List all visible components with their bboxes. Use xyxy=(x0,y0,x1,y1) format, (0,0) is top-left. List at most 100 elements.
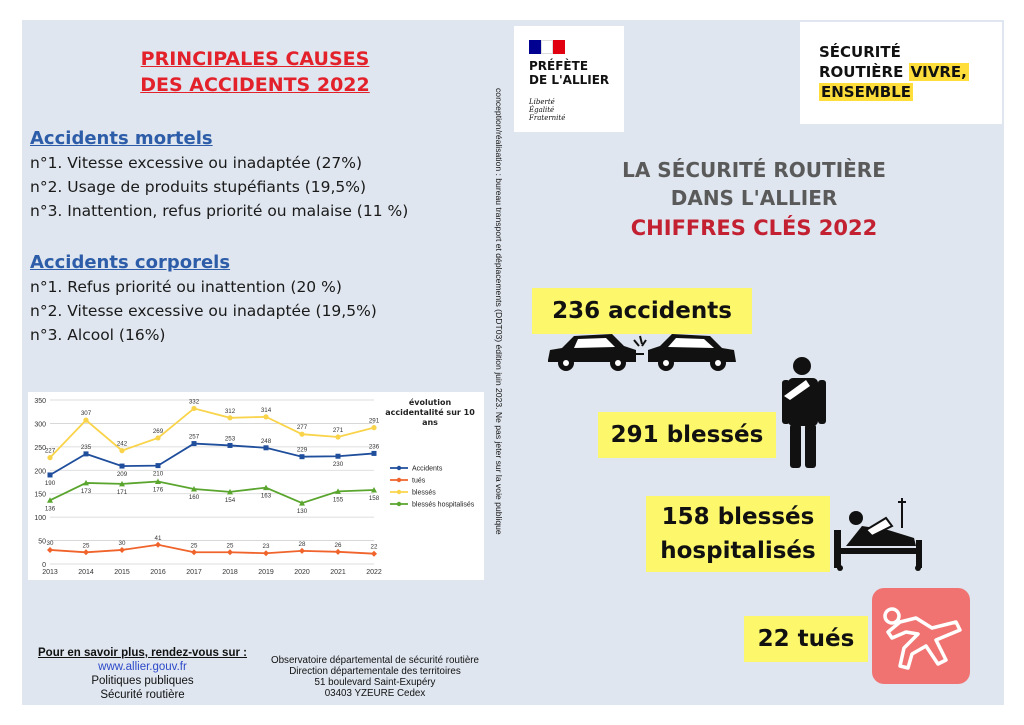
data-label: 291 xyxy=(369,418,380,425)
legend-marker xyxy=(396,489,402,495)
data-label: 28 xyxy=(299,541,306,548)
data-point xyxy=(299,500,305,506)
legend-marker xyxy=(396,465,402,471)
data-point xyxy=(299,454,305,460)
x-tick-label: 2018 xyxy=(222,569,238,576)
sr-line2: ROUTIÈRE VIVRE, xyxy=(819,62,969,82)
data-point xyxy=(263,445,269,451)
data-point xyxy=(155,463,161,469)
website-link[interactable]: www.allier.gouv.fr xyxy=(98,661,187,673)
data-point xyxy=(83,549,89,556)
data-point xyxy=(371,450,377,456)
series-line xyxy=(49,442,375,476)
data-point xyxy=(371,425,377,431)
legend-label: Accidents xyxy=(412,466,443,473)
data-point xyxy=(191,549,197,556)
hospital-bed-icon xyxy=(834,498,922,571)
sr-line3-text: ENSEMBLE xyxy=(819,83,914,101)
footer-more-info: Pour en savoir plus, rendez-vous sur : w… xyxy=(30,646,255,702)
x-tick-label: 2013 xyxy=(42,569,58,576)
series-line xyxy=(49,543,375,555)
data-point xyxy=(191,405,197,412)
data-label: 155 xyxy=(333,496,344,503)
flag-red xyxy=(553,40,565,54)
causes-title-line2: DES ACCIDENTS 2022 xyxy=(140,74,370,96)
y-tick-label: 150 xyxy=(34,492,46,499)
motto-fraternite: Fraternité xyxy=(529,114,566,122)
stat-hospitalises-line1: 158 blessés xyxy=(661,504,815,530)
data-label: 253 xyxy=(225,435,236,442)
data-point xyxy=(263,414,269,420)
data-label: 25 xyxy=(191,542,198,549)
legend-marker xyxy=(396,501,402,507)
causes-title: PRINCIPALES CAUSES DES ACCIDENTS 2022 xyxy=(120,46,390,98)
car-crash-icon xyxy=(548,334,736,371)
data-point xyxy=(191,486,197,492)
legend-label: tués xyxy=(412,478,426,485)
data-label: 235 xyxy=(81,444,92,451)
key-title-line2: DANS L'ALLIER xyxy=(670,186,838,210)
motto-liberte: Liberté xyxy=(529,98,555,106)
data-point xyxy=(47,472,53,478)
data-label: 269 xyxy=(153,428,164,435)
body-outline-icon xyxy=(883,607,962,670)
key-figures-title: LA SÉCURITÉ ROUTIÈRE DANS L'ALLIER xyxy=(594,156,914,212)
x-tick-label: 2022 xyxy=(366,569,382,576)
data-label: 26 xyxy=(335,542,342,549)
sr-line2a: ROUTIÈRE xyxy=(819,63,904,81)
data-label: 227 xyxy=(45,448,56,455)
data-point xyxy=(155,435,161,441)
data-label: 171 xyxy=(117,489,128,496)
credit-vertical: conception/réalisation : bureau transpor… xyxy=(492,88,506,535)
data-label: 277 xyxy=(297,424,308,431)
data-label: 248 xyxy=(261,438,272,445)
data-point xyxy=(263,550,269,557)
data-point xyxy=(83,417,89,423)
data-point xyxy=(299,547,305,554)
mortels-cause-3: n°3. Inattention, refus priorité ou mala… xyxy=(30,202,409,220)
address-line: 51 boulevard Saint-Exupéry xyxy=(314,677,436,688)
prefecture-name: PRÉFÈTE DE L'ALLIER xyxy=(529,59,609,87)
link-politiques-publiques: Politiques publiques xyxy=(91,675,194,687)
data-label: 25 xyxy=(83,542,90,549)
motto-egalite: Égalité xyxy=(529,106,555,114)
securite-routiere-logo: SÉCURITÉ ROUTIÈRE VIVRE, ENSEMBLE xyxy=(800,22,1002,124)
x-tick-label: 2019 xyxy=(258,569,274,576)
data-point xyxy=(155,541,161,548)
stat-hospitalises-line2: hospitalisés xyxy=(660,538,816,564)
data-label: 190 xyxy=(45,480,56,487)
y-tick-label: 100 xyxy=(34,515,46,522)
corporels-cause-2: n°2. Vitesse excessive ou inadaptée (19,… xyxy=(30,302,377,320)
data-label: 41 xyxy=(155,535,162,542)
mortels-cause-1: n°1. Vitesse excessive ou inadaptée (27%… xyxy=(30,154,363,172)
stat-accidents: 236 accidents xyxy=(532,288,752,334)
stat-tues: 22 tués xyxy=(744,616,868,662)
fatality-outline-icon xyxy=(872,588,970,684)
data-point xyxy=(227,415,233,421)
leaflet-page: PRINCIPALES CAUSES DES ACCIDENTS 2022 Ac… xyxy=(22,20,1004,705)
data-label: 314 xyxy=(261,407,272,414)
mortels-cause-2: n°2. Usage de produits stupéfiants (19,5… xyxy=(30,178,367,196)
data-point xyxy=(227,549,233,556)
observatoire-address: Observatoire départemental de sécurité r… xyxy=(268,655,482,699)
data-point xyxy=(227,442,233,448)
data-label: 23 xyxy=(263,543,270,550)
data-label: 25 xyxy=(227,542,234,549)
data-point xyxy=(119,480,125,487)
x-tick-label: 2020 xyxy=(294,569,310,576)
data-point xyxy=(47,455,53,461)
sr-line2b: VIVRE, xyxy=(908,63,969,81)
prefecture-name-line2: DE L'ALLIER xyxy=(529,73,610,87)
address-line: Observatoire départemental de sécurité r… xyxy=(270,655,480,666)
data-point xyxy=(299,431,305,437)
data-point xyxy=(119,463,125,469)
legend-label: blessés hospitalisés xyxy=(412,502,475,509)
data-label: 209 xyxy=(117,471,128,478)
corporels-cause-1: n°1. Refus priorité ou inattention (20 %… xyxy=(30,278,342,296)
data-label: 158 xyxy=(369,495,380,502)
data-point xyxy=(335,434,341,440)
republic-motto: Liberté Égalité Fraternité xyxy=(529,98,565,122)
stat-blesses: 291 blessés xyxy=(598,412,776,458)
y-tick-label: 0 xyxy=(42,562,46,569)
legend-label: blessés xyxy=(412,490,436,497)
